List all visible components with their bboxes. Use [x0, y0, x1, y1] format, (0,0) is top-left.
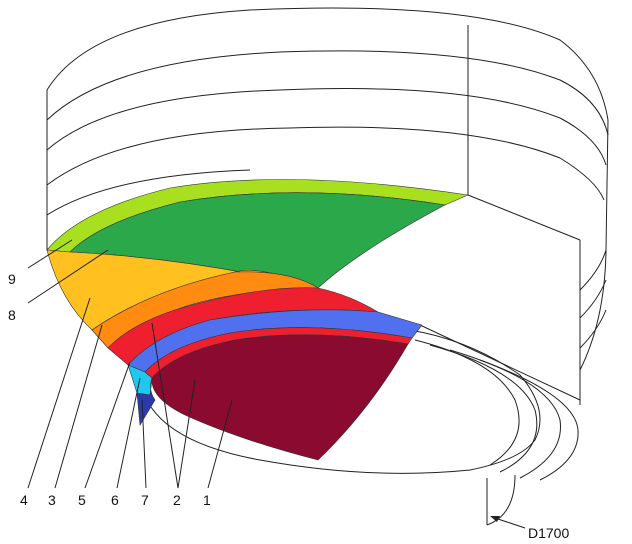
- label-5: 5: [78, 492, 86, 508]
- footing-curve-2: [414, 339, 520, 466]
- label-7: 7: [141, 492, 149, 508]
- leader-d1700: [494, 517, 526, 529]
- layer-1-fill: [151, 334, 409, 461]
- footing-outer-curve: [139, 329, 541, 474]
- footing-curve-5: [479, 359, 579, 481]
- leader-2a: [151, 322, 179, 489]
- cylinder-ring-1: [46, 50, 609, 136]
- label-2: 2: [173, 492, 181, 508]
- footing-curve-4: [449, 349, 561, 479]
- cylinder-ring-4: [46, 169, 251, 216]
- label-4: 4: [20, 492, 28, 508]
- label-8: 8: [8, 307, 16, 323]
- leader-9: [27, 239, 73, 269]
- label-1: 1: [203, 492, 211, 508]
- leader-2b: [177, 379, 196, 489]
- label-6: 6: [111, 492, 119, 508]
- cylinder-right-step-2: [579, 279, 607, 319]
- label-d1700: D1700: [528, 525, 569, 541]
- cylinder-top-rim: [46, 7, 609, 121]
- footing-arc: [486, 474, 516, 526]
- leader-5: [84, 361, 131, 489]
- layer-4-fill: [46, 249, 319, 331]
- cylinder-right-step-3: [579, 309, 607, 349]
- leader-3: [54, 324, 103, 489]
- cylinder-ring-3: [46, 126, 605, 201]
- cylinder-right-step-1: [579, 249, 607, 291]
- leader-6: [116, 377, 141, 489]
- leader-7: [141, 399, 147, 489]
- cylinder-right-side: [579, 119, 609, 371]
- leader-d1700-arrowhead: [490, 516, 500, 522]
- footing-shells: [139, 329, 579, 526]
- footing-curve-3: [429, 344, 538, 473]
- leader-1: [207, 399, 233, 489]
- leader-4: [27, 297, 91, 489]
- cylinder-ring-2: [46, 88, 607, 166]
- leader-lines: [27, 239, 526, 529]
- leader-8: [27, 249, 109, 304]
- cut-plane-edge: [467, 194, 581, 241]
- label-9: 9: [8, 271, 16, 287]
- label-3: 3: [48, 492, 56, 508]
